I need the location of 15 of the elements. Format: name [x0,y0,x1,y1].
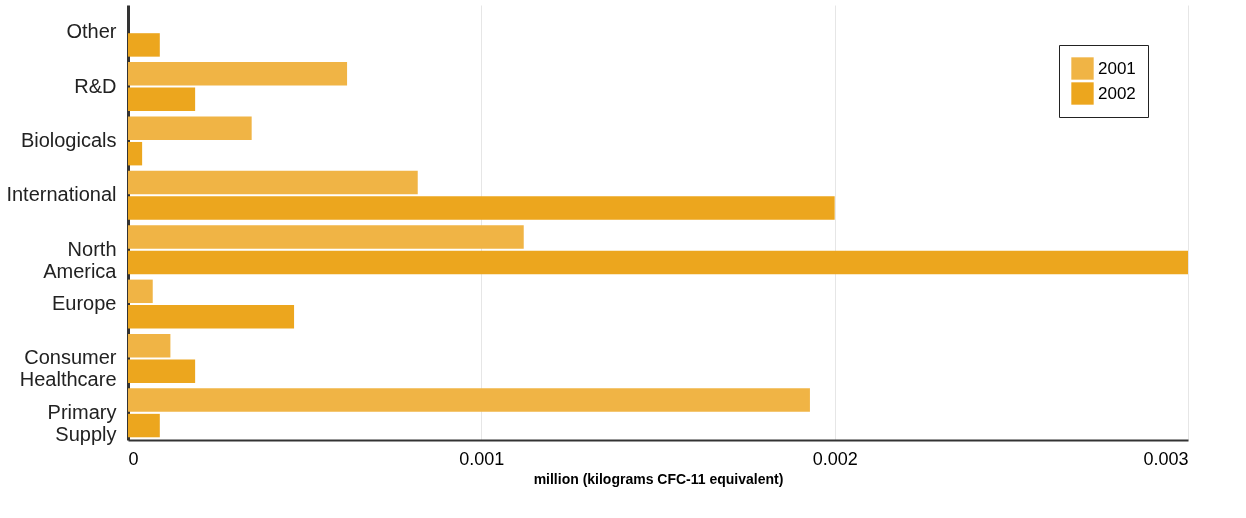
x-tick-label: 0.002 [812,448,858,469]
y-tick-label: R&D [74,74,117,97]
x-tick-label: 0.003 [1143,448,1189,469]
y-tick-label: North America [43,237,118,282]
x-tick-label: 0.001 [459,448,505,469]
x-axis-title: million (kilograms CFC-11 equivalent) [533,470,784,487]
y-tick-label: Other [66,20,117,43]
y-tick-label: International [6,183,117,206]
legend-label: 2002 [1098,83,1136,103]
legend-label: 2001 [1098,58,1136,78]
y-tick-label: Europe [52,292,117,315]
x-tick-label: 0 [128,448,139,469]
y-tick-label: Consumer Healthcare [19,346,117,391]
y-tick-label: Biologicals [20,128,117,151]
y-tick-label: Primary Supply [47,400,117,445]
